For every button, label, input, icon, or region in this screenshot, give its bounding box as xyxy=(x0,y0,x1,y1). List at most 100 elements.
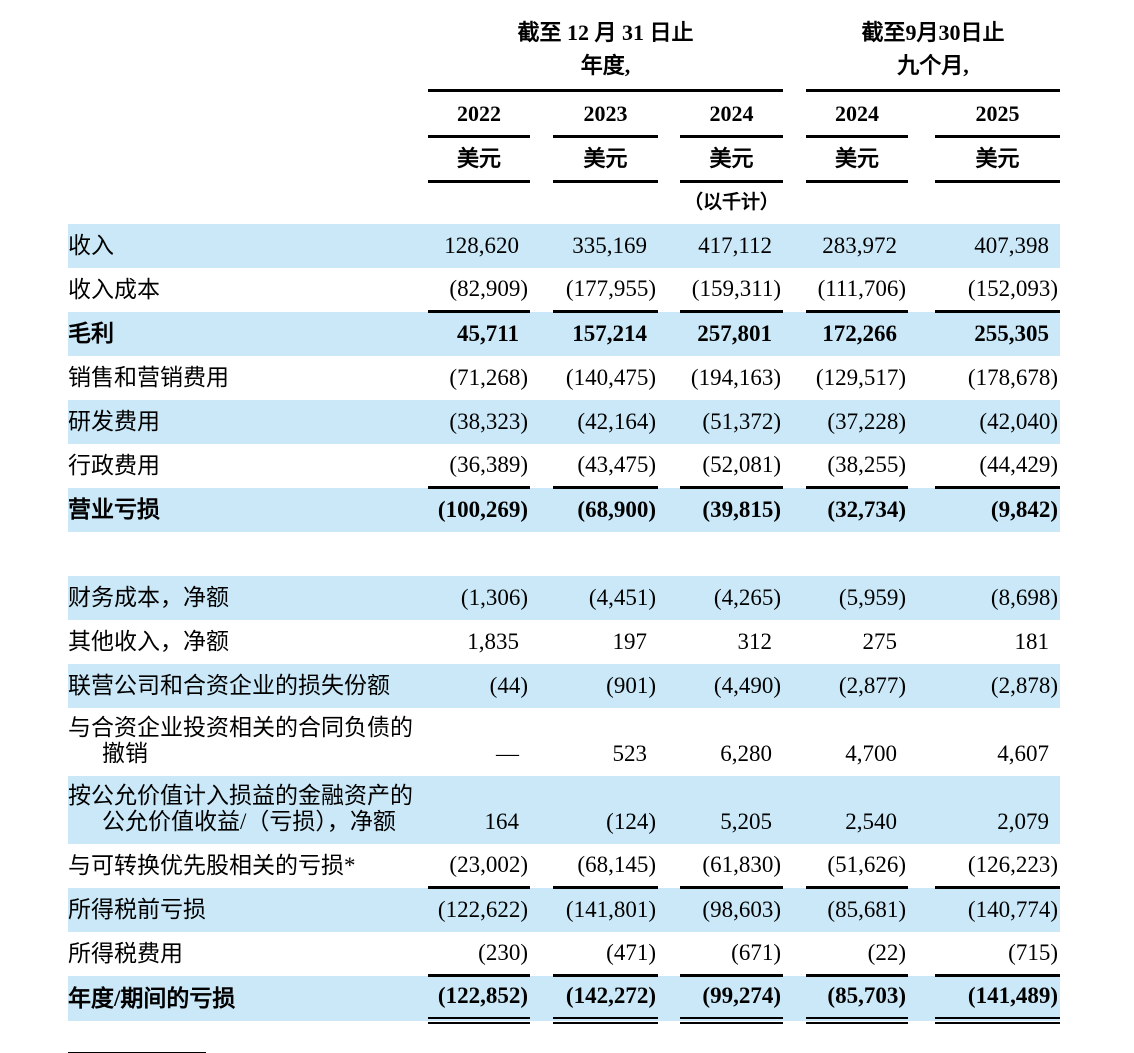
period-group-annual: 截至 12 月 31 日止 年度, xyxy=(428,10,783,92)
cell-value: 45,711 xyxy=(428,311,530,356)
column-gap xyxy=(783,268,806,312)
row-label xyxy=(68,532,428,576)
header-spacer xyxy=(68,182,428,224)
row-label: 研发费用 xyxy=(68,399,428,444)
row-label: 年度/期间的亏损 xyxy=(68,975,428,1021)
cell-value: 2,079 xyxy=(935,775,1060,844)
column-gap xyxy=(935,182,1060,224)
column-gap xyxy=(908,708,935,776)
column-gap xyxy=(783,311,806,356)
column-gap xyxy=(530,620,553,664)
cell-value: 4,607 xyxy=(997,741,1049,767)
cell-value xyxy=(428,532,530,576)
column-gap xyxy=(530,532,553,576)
cell-value: (32,734) xyxy=(806,487,908,532)
column-gap xyxy=(530,844,553,888)
column-gap xyxy=(908,268,935,312)
cell-value: 407,398 xyxy=(935,223,1060,268)
header-spacer xyxy=(68,10,428,91)
cell-value: (42,040) xyxy=(935,399,1060,444)
column-gap xyxy=(530,932,553,976)
year-header: 2023 xyxy=(553,90,658,138)
cell-value: (22) xyxy=(806,931,908,977)
group-header-row: 截至 12 月 31 日止 年度, 截至9月30日止 九个月, xyxy=(68,10,1060,92)
column-gap xyxy=(530,182,553,224)
cell-value: (100,269) xyxy=(428,487,530,532)
column-gap xyxy=(658,311,680,356)
column-gap xyxy=(530,399,553,444)
column-gap xyxy=(908,487,935,532)
column-gap xyxy=(530,575,553,620)
currency-header: 美元 xyxy=(680,136,783,183)
cell-value: (52,081) xyxy=(680,443,783,489)
column-gap xyxy=(530,444,553,488)
cell-value: (142,272) xyxy=(553,975,658,1024)
column-gap xyxy=(783,444,806,488)
table-body: 收入 128,620 335,169 417,112 283,972 407,398 收入成… xyxy=(68,223,1060,1024)
column-gap xyxy=(658,356,680,400)
column-gap xyxy=(783,887,806,932)
cell-value: 157,214 xyxy=(553,311,658,356)
cell-value: (71,268) xyxy=(449,365,528,391)
table-row: 行政费用 (36,389) (43,475) (52,081) (38,255) (44,… xyxy=(68,443,1060,489)
cell-value: (98,603) xyxy=(680,887,783,932)
currency-header: 美元 xyxy=(806,136,908,183)
column-gap xyxy=(658,223,680,268)
unit-note-row: （以千计） xyxy=(68,182,1060,224)
cell-value: (37,228) xyxy=(806,399,908,444)
column-gap xyxy=(553,182,658,224)
cell-value: (43,475) xyxy=(553,443,658,489)
table-row: 所得税费用 (230) (471) (671) (22) (715) xyxy=(68,931,1060,977)
cell-value: (2,877) xyxy=(806,663,908,708)
row-label: 营业亏损 xyxy=(68,487,428,532)
cell-value: (140,475) xyxy=(565,365,656,391)
column-gap xyxy=(530,887,553,932)
table-row: 按公允价值计入损益的金融资产的 公允价值收益/（亏损），净额 164 (124) 5,2… xyxy=(68,775,1060,844)
cell-value: 6,280 xyxy=(720,741,772,767)
column-gap xyxy=(783,223,806,268)
column-gap xyxy=(530,311,553,356)
period-group-ninemonths: 截至9月30日止 九个月, xyxy=(806,10,1060,92)
cell-value: 172,266 xyxy=(806,311,908,356)
column-gap xyxy=(658,182,680,224)
cell-value: (44,429) xyxy=(935,443,1060,489)
cell-value: 181 xyxy=(1014,629,1050,655)
column-gap xyxy=(783,356,806,400)
column-gap xyxy=(530,223,553,268)
financial-table: 截至 12 月 31 日止 年度, 截至9月30日止 九个月, 2022 202… xyxy=(68,10,1060,1024)
cell-value: (99,274) xyxy=(680,975,783,1024)
column-gap xyxy=(908,932,935,976)
cell-value: (141,801) xyxy=(553,887,658,932)
cell-value: 523 xyxy=(612,741,648,767)
column-gap xyxy=(783,663,806,708)
cell-value: (68,145) xyxy=(553,843,658,889)
cell-value: (51,372) xyxy=(680,399,783,444)
year-header-row: 2022 2023 2024 2024 2025 xyxy=(68,90,1060,138)
period-group-ninemonths-line1: 截至9月30日止 xyxy=(861,20,1005,45)
year-header: 2022 xyxy=(428,90,530,138)
column-gap xyxy=(658,932,680,976)
table-row: 研发费用 (38,323) (42,164) (51,372) (37,228) (42,… xyxy=(68,399,1060,444)
column-gap xyxy=(658,575,680,620)
table-row: 与可转换优先股相关的亏损* (23,002) (68,145) (61,830) (51… xyxy=(68,843,1060,889)
cell-value: (68,900) xyxy=(553,487,658,532)
period-group-ninemonths-line2: 九个月, xyxy=(897,53,969,78)
currency-header: 美元 xyxy=(428,136,530,183)
column-gap xyxy=(806,182,908,224)
column-gap xyxy=(783,932,806,976)
cell-value: (901) xyxy=(553,663,658,708)
row-label: 其他收入，净额 xyxy=(68,629,229,655)
cell-value xyxy=(935,532,1060,576)
cell-value: 417,112 xyxy=(680,223,783,268)
cell-value: (1,306) xyxy=(428,575,530,620)
cell-value: (42,164) xyxy=(553,399,658,444)
column-gap xyxy=(530,775,553,844)
year-header: 2024 xyxy=(680,90,783,138)
column-gap xyxy=(658,975,680,1021)
cell-value: 2,540 xyxy=(806,775,908,844)
cell-value: 5,205 xyxy=(680,775,783,844)
table-row: 营业亏损 (100,269) (68,900) (39,815) (32,734) (9,… xyxy=(68,487,1060,532)
cell-value: (177,955) xyxy=(553,267,658,313)
column-gap xyxy=(530,487,553,532)
